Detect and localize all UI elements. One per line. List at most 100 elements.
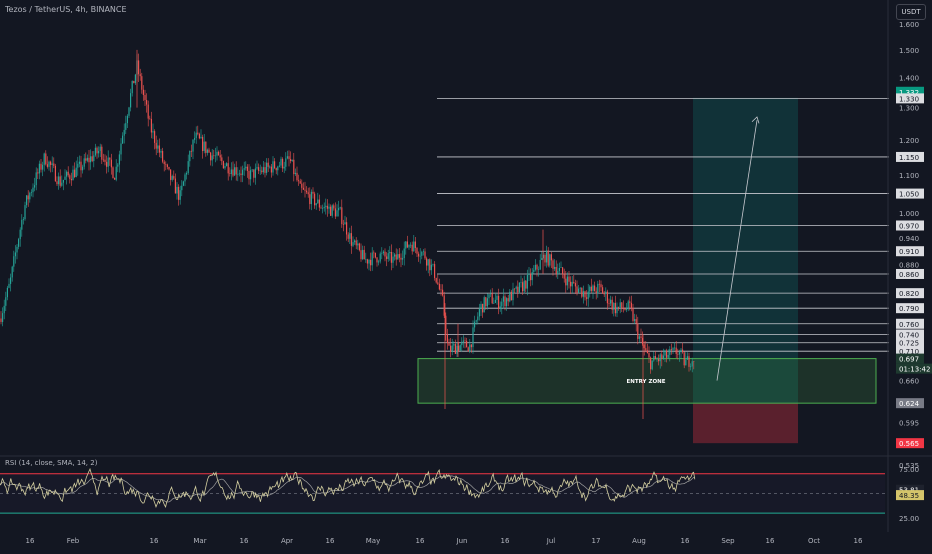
- candle: [453, 341, 455, 350]
- candle: [464, 337, 466, 349]
- candle: [440, 284, 442, 296]
- candle: [205, 141, 207, 157]
- level-price-label-bg: [896, 318, 924, 329]
- candle: [6, 285, 8, 301]
- candle-body: [166, 164, 168, 167]
- candle-body: [144, 94, 146, 101]
- price-tick-label: 1.300: [899, 105, 919, 113]
- candle-body: [325, 205, 327, 207]
- candle: [139, 68, 141, 81]
- candle: [94, 143, 96, 157]
- candle: [131, 80, 133, 97]
- candle: [58, 172, 60, 190]
- candle: [218, 150, 220, 156]
- candle-body: [427, 259, 429, 266]
- candle-body: [514, 288, 516, 290]
- level-price-label: 0.970: [899, 222, 919, 230]
- time-tick-label: 16: [240, 537, 249, 545]
- candle-body: [181, 185, 183, 191]
- candle: [403, 241, 405, 266]
- currency-button[interactable]: USDT: [896, 4, 926, 20]
- candle-body: [682, 349, 684, 353]
- candle: [528, 267, 530, 282]
- candle: [563, 268, 565, 283]
- candle-body: [152, 131, 154, 133]
- candle: [693, 361, 695, 370]
- candle: [456, 341, 458, 358]
- candle-body: [421, 251, 423, 256]
- candle-body: [58, 176, 60, 185]
- candle: [661, 350, 663, 367]
- candle: [490, 289, 492, 297]
- candle: [514, 288, 516, 294]
- candle-body: [282, 158, 284, 169]
- candle-body: [10, 277, 12, 284]
- candle-body: [459, 345, 461, 351]
- candle: [493, 297, 495, 305]
- candle-body: [635, 319, 637, 324]
- candle: [405, 241, 407, 255]
- candle: [62, 179, 64, 191]
- candle: [461, 337, 463, 352]
- candle-body: [366, 259, 368, 264]
- candle: [206, 148, 208, 156]
- candle: [622, 300, 624, 313]
- candle: [320, 205, 322, 209]
- candle-body: [109, 157, 111, 160]
- candle: [195, 126, 197, 144]
- candle-body: [45, 153, 47, 165]
- candle: [101, 144, 103, 165]
- candle-body: [173, 176, 175, 179]
- candle-body: [662, 355, 664, 359]
- candle-body: [210, 152, 212, 161]
- candle-body: [445, 315, 447, 335]
- candle-body: [339, 207, 341, 209]
- candle: [418, 251, 420, 262]
- candle: [29, 191, 31, 203]
- candle: [483, 295, 485, 313]
- price-tick-label: 1.100: [899, 172, 919, 180]
- candle-body: [438, 283, 440, 290]
- candle: [77, 156, 79, 176]
- candle-body: [522, 282, 524, 292]
- candle: [645, 340, 647, 353]
- time-tick-label: 16: [150, 537, 159, 545]
- candle-body: [429, 259, 431, 271]
- candle: [496, 293, 498, 305]
- candle: [118, 150, 120, 173]
- time-tick-label: 16: [26, 537, 35, 545]
- candle: [541, 251, 543, 261]
- candle-body: [101, 146, 103, 160]
- candle: [470, 344, 472, 353]
- candle-body: [42, 164, 44, 170]
- candle-body: [326, 205, 328, 209]
- candle: [336, 204, 338, 217]
- candle: [221, 154, 223, 166]
- entry-price-label-bg: [896, 398, 924, 409]
- candle-body: [536, 264, 538, 270]
- candle: [43, 152, 45, 172]
- candle: [234, 163, 236, 176]
- candle-body: [397, 254, 399, 260]
- candle: [494, 292, 496, 304]
- candle-body: [475, 320, 477, 322]
- candle: [51, 156, 53, 173]
- candle: [509, 288, 511, 303]
- candle-body: [597, 283, 599, 294]
- candle: [520, 275, 522, 288]
- candle: [454, 339, 456, 354]
- candle: [38, 160, 40, 180]
- candle: [578, 284, 580, 294]
- candle-body: [482, 303, 484, 313]
- candle-body: [318, 199, 320, 208]
- candle-body: [26, 195, 28, 206]
- candle: [502, 288, 504, 309]
- candle-body: [74, 169, 76, 178]
- candle-body: [261, 170, 263, 173]
- candle-body: [197, 132, 199, 134]
- candle-body: [638, 336, 640, 339]
- candle: [56, 176, 58, 187]
- candle: [19, 227, 21, 247]
